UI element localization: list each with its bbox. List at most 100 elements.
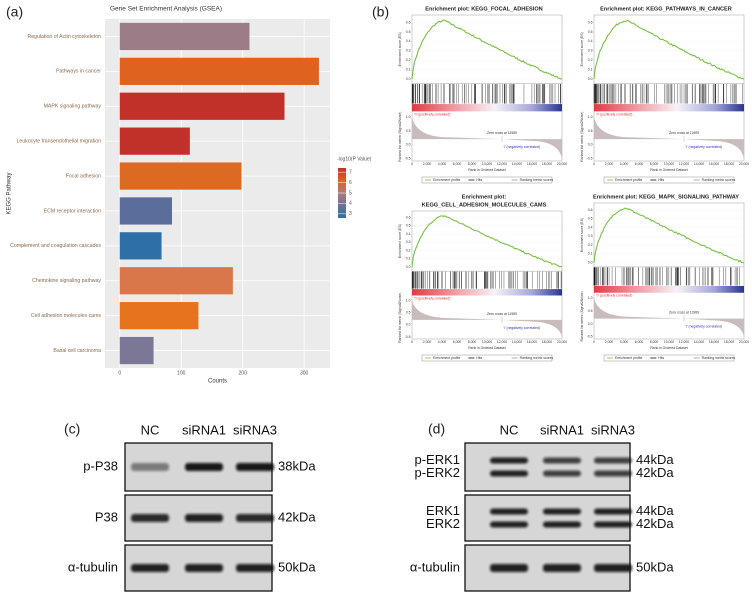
es-tick-label: 0.5 — [588, 217, 593, 221]
size-label: 42kDa — [636, 516, 674, 531]
panel-label: (b) — [372, 4, 389, 20]
es-curve — [411, 215, 563, 268]
lane-header: siRNA1 — [182, 422, 226, 437]
row-label: p-ERK2 — [414, 465, 460, 480]
x-tick-label: 300 — [300, 370, 309, 376]
size-label: 42kDa — [278, 509, 316, 524]
lane-header: NC — [141, 422, 160, 437]
bar — [119, 232, 162, 260]
legend-box — [603, 176, 735, 184]
legend-label: Hits — [476, 178, 482, 182]
y-tick-label: Regulation of Actin cytoskeleton — [27, 34, 101, 40]
es-axis-title: Enrichment score (ES) — [580, 218, 584, 252]
gsea-title: Enrichment plot: KEGG_MAPK_SIGNALING_PAT… — [593, 194, 739, 200]
chart-title: Gene Set Enrichment Analysis (GSEA) — [110, 6, 222, 13]
size-label: 50kDa — [278, 559, 316, 574]
band — [543, 521, 581, 528]
es-tick-label: 0.2 — [588, 58, 593, 62]
x-tick-label: 0 — [411, 340, 413, 344]
band — [594, 564, 632, 572]
x-tick-label: 2,000 — [423, 162, 432, 166]
band — [185, 514, 223, 522]
metric-axis-title: Ranked list metric (Signal2Noise) — [580, 291, 584, 341]
metric-tick-label: 1.0 — [588, 115, 593, 119]
metric-axis-title: Ranked list metric (Signal2Noise) — [398, 293, 402, 343]
x-tick-label: 2,000 — [605, 340, 614, 344]
band — [185, 463, 223, 471]
x-tick-label: 6,000 — [453, 162, 462, 166]
legend-label: Enrichment profile — [433, 356, 460, 360]
metric-tick-label: 0.0 — [588, 143, 593, 147]
x-tick-label: 4,000 — [438, 340, 447, 344]
zero-cross: Zero cross at 11989 — [487, 131, 517, 135]
x-axis-title: Rank in Ordered Dataset — [468, 346, 506, 350]
bar — [119, 302, 199, 330]
x-tick-label: 200 — [239, 370, 248, 376]
y-tick-label: ECM receptor interaction — [44, 208, 101, 214]
blot-box — [464, 494, 631, 542]
x-tick-label: 16,000 — [709, 340, 719, 344]
x-tick-label: 6,000 — [453, 340, 462, 344]
zero-cross: Zero cross at 11989 — [487, 312, 517, 316]
bar — [119, 162, 242, 190]
metric-tick-label: -0.5 — [405, 335, 411, 339]
metric-tick-label: 1.0 — [588, 296, 593, 300]
es-tick-label: 0.1 — [588, 67, 593, 71]
es-curve — [411, 19, 562, 80]
es-tick-label: 0.4 — [588, 225, 593, 229]
band — [594, 508, 632, 515]
row-label: P38 — [95, 509, 118, 524]
es-tick-label: 0.0 — [588, 260, 593, 264]
row-label: ERK1 — [426, 503, 460, 518]
band — [543, 470, 581, 477]
band — [131, 564, 169, 572]
x-tick-label: 0 — [593, 340, 595, 344]
x-axis-title: Rank in Ordered Dataset — [468, 168, 506, 172]
y-tick-label: Focal adhesion — [66, 173, 101, 179]
panel-label: (d) — [428, 421, 445, 437]
metric-axis-title: Ranked list metric (Signal2Noise) — [580, 112, 584, 162]
band — [490, 508, 528, 515]
gsea-title: Enrichment plot: KEGG_FOCAL_ADHESION — [425, 6, 542, 12]
neg-label: 'l' (negatively correlated) — [503, 326, 540, 330]
band — [543, 564, 581, 572]
metric-area — [594, 117, 744, 159]
neg-label: 'l' (negatively correlated) — [503, 145, 540, 149]
x-tick-label: 8,000 — [650, 340, 659, 344]
rank-strip — [594, 285, 744, 293]
x-tick-label: 18,000 — [542, 340, 552, 344]
colorbar-label: 5 — [349, 190, 352, 196]
size-label: 38kDa — [278, 458, 316, 473]
lane-header: siRNA3 — [233, 422, 277, 437]
metric-tick-label: -0.5 — [587, 335, 593, 339]
neg-label: 'l' (negatively correlated) — [685, 145, 722, 149]
x-tick-label: 8,000 — [468, 162, 477, 166]
lane-header: siRNA3 — [591, 422, 635, 437]
x-tick-label: 12,000 — [497, 162, 507, 166]
x-tick-label: 10,000 — [482, 340, 492, 344]
x-tick-label: 8,000 — [650, 162, 659, 166]
colorbar-label: 4 — [349, 201, 352, 207]
x-tick-label: 10,000 — [664, 162, 674, 166]
es-tick-label: 0.4 — [588, 39, 593, 43]
x-tick-label: 6,000 — [635, 340, 644, 344]
x-tick-label: 0 — [593, 162, 595, 166]
x-tick-label: 20,000 — [739, 162, 749, 166]
es-tick-label: 0.0 — [588, 77, 593, 81]
metric-tick-label: 0.5 — [588, 129, 593, 133]
neg-label: 'l' (negatively correlated) — [685, 325, 722, 329]
metric-tick-label: -0.5 — [405, 156, 411, 160]
bar — [119, 57, 319, 85]
band — [594, 521, 632, 528]
colorbar-label: 7 — [349, 169, 352, 175]
gsea-title: KEGG_CELL_ADHESION_MOLECULES_CAMS — [422, 202, 547, 208]
band — [131, 463, 169, 471]
es-axis-title: Enrichment score (ES) — [398, 224, 402, 258]
x-tick-label: 16,000 — [527, 340, 537, 344]
legend-box — [421, 354, 553, 362]
es-tick-label: 0.1 — [406, 67, 411, 71]
x-tick-label: 16,000 — [527, 162, 537, 166]
es-axis-title: Enrichment score (ES) — [398, 32, 402, 66]
legend-label: Ranking metric scores — [520, 356, 554, 360]
x-tick-label: 20,000 — [557, 162, 567, 166]
